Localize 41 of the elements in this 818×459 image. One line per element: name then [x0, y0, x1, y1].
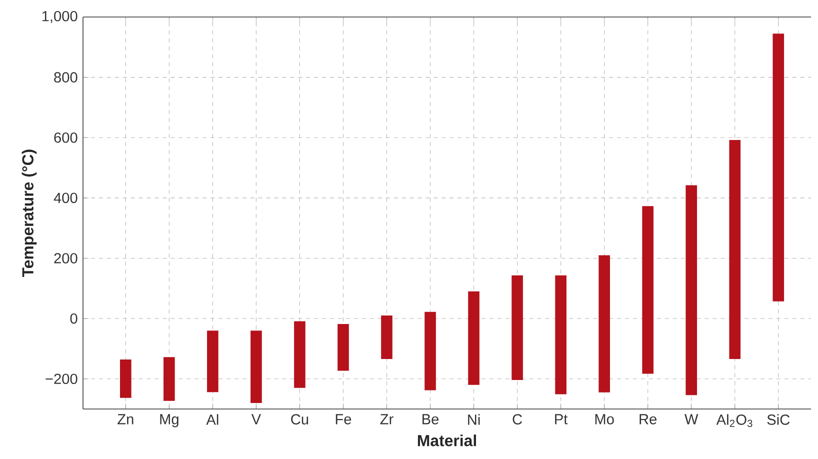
bar: [338, 324, 349, 371]
y-axis-title: Temperature (°C): [22, 150, 37, 277]
x-tick-label: Re: [640, 414, 657, 424]
bar: [686, 185, 698, 396]
bar: [424, 312, 436, 390]
x-tick-label: Mo: [595, 414, 614, 424]
x-tick-label: Be: [422, 414, 439, 424]
bar: [164, 357, 175, 401]
x-tick-label: C: [512, 414, 522, 424]
y-tick-label: 0: [70, 313, 78, 324]
x-axis-title: Material: [418, 434, 476, 446]
x-tick-label: Al$_{2}$O$_{3}$: [716, 414, 752, 428]
y-tick-label: 1,000: [42, 10, 78, 24]
bar: [512, 275, 523, 380]
x-tick-label: SiC: [767, 414, 790, 425]
x-tick-label: Fe: [336, 414, 352, 424]
y-tick-label: 600: [54, 132, 78, 143]
x-tick-label: Zn: [118, 414, 134, 424]
bar: [120, 360, 132, 398]
x-tick-label: Mg: [160, 414, 178, 428]
bar: [598, 255, 610, 392]
x-tick-label: W: [684, 414, 698, 424]
bar: [294, 321, 306, 388]
y-tick-label: 200: [54, 253, 78, 264]
bar: [207, 330, 218, 392]
bar: [381, 316, 392, 359]
bar: [468, 291, 480, 385]
bar: [729, 140, 741, 359]
x-tick-label: Pt: [555, 414, 568, 424]
y-tick-label: 800: [54, 72, 78, 82]
x-tick-label: Ni: [468, 414, 480, 425]
y-tick-label: −200: [46, 374, 78, 384]
bar: [250, 330, 262, 403]
x-tick-label: V: [251, 414, 261, 424]
bar: [772, 34, 784, 302]
x-tick-label: Zr: [380, 414, 394, 424]
bar: [642, 206, 654, 374]
bar: [555, 275, 566, 394]
x-tick-label: Cu: [291, 414, 308, 424]
x-tick-label: Al: [206, 414, 218, 425]
y-tick-label: 400: [54, 192, 78, 204]
